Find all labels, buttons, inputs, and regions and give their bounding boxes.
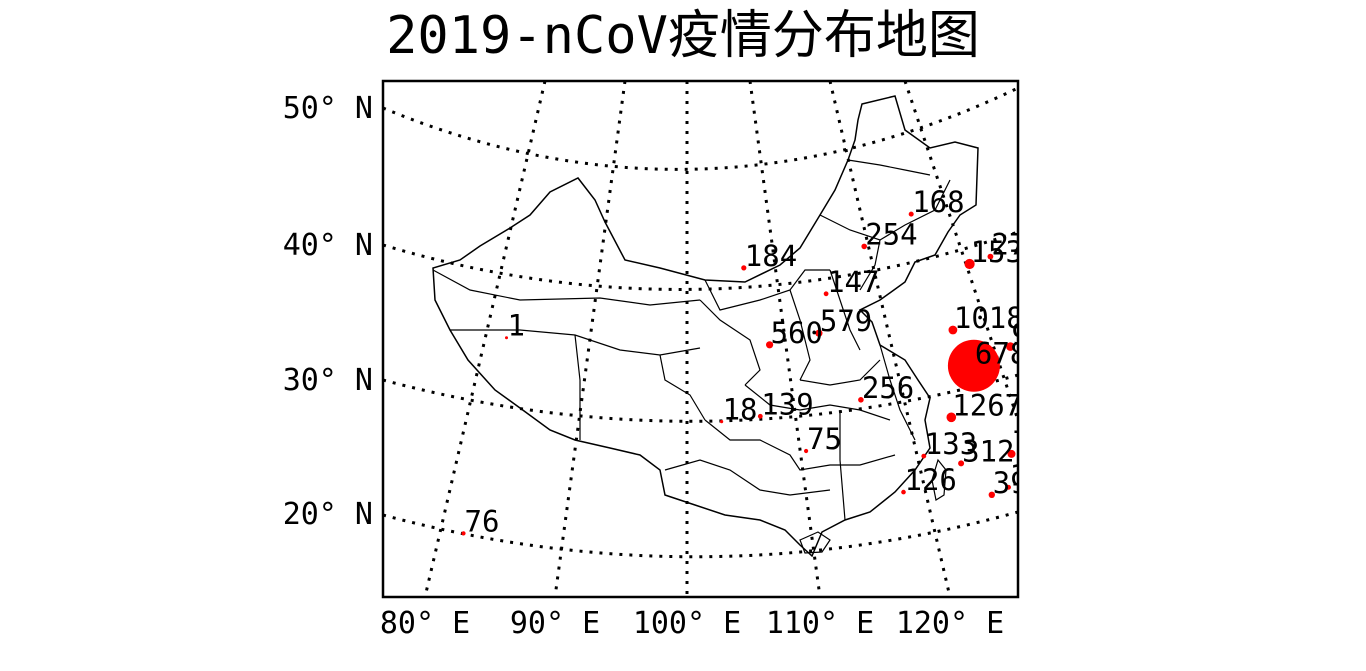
case-marker [1024, 388, 1033, 397]
lon-line-80 [423, 81, 547, 597]
case-count-label: 651 [1060, 374, 1112, 408]
case-count-label: 168 [912, 185, 964, 219]
hainan-island [799, 531, 831, 554]
case-marker [1148, 614, 1155, 621]
case-marker [720, 420, 724, 424]
case-count-label: 763 [1013, 425, 1065, 459]
case-count-label: 380 [1136, 295, 1188, 329]
lon-tick-label: 90° E [510, 606, 600, 641]
lat-tick-label: 50° N [283, 91, 373, 126]
case-count-label: 351 [1087, 298, 1139, 332]
case-count-label: 1267 [952, 388, 1022, 422]
case-count-label: 144 [1113, 521, 1165, 555]
case-count-label: 990 [1029, 363, 1081, 397]
case-marker [988, 491, 995, 498]
case-count-label: 312 [962, 434, 1014, 468]
case-marker [1083, 324, 1089, 330]
case-marker [946, 412, 957, 423]
case-marker [1135, 584, 1139, 588]
case-marker [505, 336, 508, 340]
case-count-label: 273 [991, 228, 1043, 262]
case-marker [1087, 381, 1097, 391]
lat-tick-label: 20° N [283, 497, 373, 532]
case-marker [1131, 321, 1137, 327]
case-count-label: 139 [761, 387, 813, 421]
lat-line-50 [383, 86, 1018, 171]
lat-line-30 [383, 373, 1018, 423]
case-count-label: 184 [745, 239, 797, 273]
case-count-label: 579 [820, 304, 872, 338]
case-count-label: 1018 [954, 301, 1024, 335]
case-marker [901, 489, 906, 495]
case-marker [908, 211, 914, 217]
case-count-label: 1267 [1092, 357, 1162, 391]
marker-layer [461, 211, 1155, 621]
case-marker [1006, 484, 1011, 490]
case-count-label: 1539 [971, 235, 1041, 269]
case-count-label: 560 [771, 316, 823, 350]
case-count-label: 67801 [975, 337, 1062, 371]
taiwan-island [931, 458, 947, 501]
province-borders [432, 159, 951, 521]
lon-line-120 [828, 81, 952, 597]
case-marker [861, 243, 867, 250]
case-count-label: 98 [1139, 557, 1174, 591]
case-count-label: 147 [827, 265, 879, 299]
china-outline [432, 95, 979, 558]
lon-tick-label: 110° E [766, 606, 874, 641]
lat-line-40 [383, 230, 1018, 291]
case-marker [1007, 449, 1016, 458]
case-marker [823, 291, 829, 297]
lon-tick-label: 100° E [633, 606, 741, 641]
case-marker [947, 339, 1000, 392]
case-marker [858, 397, 864, 403]
case-count-label: 126 [905, 463, 957, 497]
lon-tick-label: 80° E [380, 606, 470, 641]
case-count-label: 136 [1010, 458, 1062, 492]
case-marker [1110, 547, 1115, 552]
case-marker [958, 460, 965, 467]
case-count-label: 1 [508, 309, 525, 343]
graticule-grid [383, 81, 1018, 597]
lat-tick-label: 30° N [283, 363, 373, 398]
case-marker [766, 341, 774, 349]
case-count-label: 399 [993, 466, 1045, 500]
case-count-label: 76 [465, 504, 500, 538]
lat-tick-label: 40° N [283, 228, 373, 263]
case-marker [1055, 399, 1063, 407]
case-count-label: 609 [1153, 588, 1205, 622]
case-marker [964, 258, 975, 270]
lon-tick-label: 120° E [896, 606, 1004, 641]
plot-frame [381, 79, 1020, 599]
case-marker [804, 448, 809, 454]
lat-line-20 [383, 510, 1018, 559]
case-marker [987, 253, 994, 260]
case-count-label: 75 [807, 422, 842, 456]
case-marker [815, 329, 823, 337]
case-count-label: 352 [1115, 375, 1167, 409]
case-marker [948, 325, 958, 335]
case-count-label: 256 [862, 371, 914, 405]
case-count-label: 18 [723, 393, 758, 427]
case-marker [741, 265, 747, 271]
case-count-label: 254 [865, 217, 917, 251]
case-marker [1006, 342, 1015, 351]
lon-line-110 [748, 81, 822, 597]
case-marker [757, 413, 763, 419]
case-marker [1111, 401, 1117, 407]
case-marker [921, 453, 927, 459]
lon-line-90 [553, 81, 627, 597]
case-count-label: 935 [1011, 318, 1063, 352]
case-marker [461, 531, 466, 536]
case-count-label: 133 [925, 427, 977, 461]
chart-title: 2019-nCoV疫情分布地图 [386, 6, 980, 66]
